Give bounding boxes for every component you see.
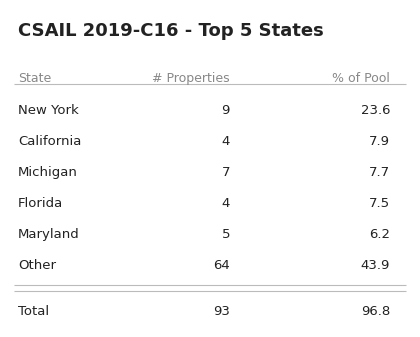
Text: 23.6: 23.6	[360, 104, 390, 117]
Text: 9: 9	[222, 104, 230, 117]
Text: 96.8: 96.8	[361, 305, 390, 318]
Text: Maryland: Maryland	[18, 228, 80, 241]
Text: 7: 7	[221, 166, 230, 179]
Text: 93: 93	[213, 305, 230, 318]
Text: Other: Other	[18, 259, 56, 272]
Text: Michigan: Michigan	[18, 166, 78, 179]
Text: 43.9: 43.9	[361, 259, 390, 272]
Text: Florida: Florida	[18, 197, 63, 210]
Text: 64: 64	[213, 259, 230, 272]
Text: # Properties: # Properties	[152, 72, 230, 85]
Text: 4: 4	[222, 135, 230, 148]
Text: 4: 4	[222, 197, 230, 210]
Text: CSAIL 2019-C16 - Top 5 States: CSAIL 2019-C16 - Top 5 States	[18, 22, 324, 40]
Text: 6.2: 6.2	[369, 228, 390, 241]
Text: 5: 5	[221, 228, 230, 241]
Text: 7.5: 7.5	[369, 197, 390, 210]
Text: 7.9: 7.9	[369, 135, 390, 148]
Text: 7.7: 7.7	[369, 166, 390, 179]
Text: New York: New York	[18, 104, 79, 117]
Text: State: State	[18, 72, 51, 85]
Text: Total: Total	[18, 305, 49, 318]
Text: % of Pool: % of Pool	[332, 72, 390, 85]
Text: California: California	[18, 135, 81, 148]
